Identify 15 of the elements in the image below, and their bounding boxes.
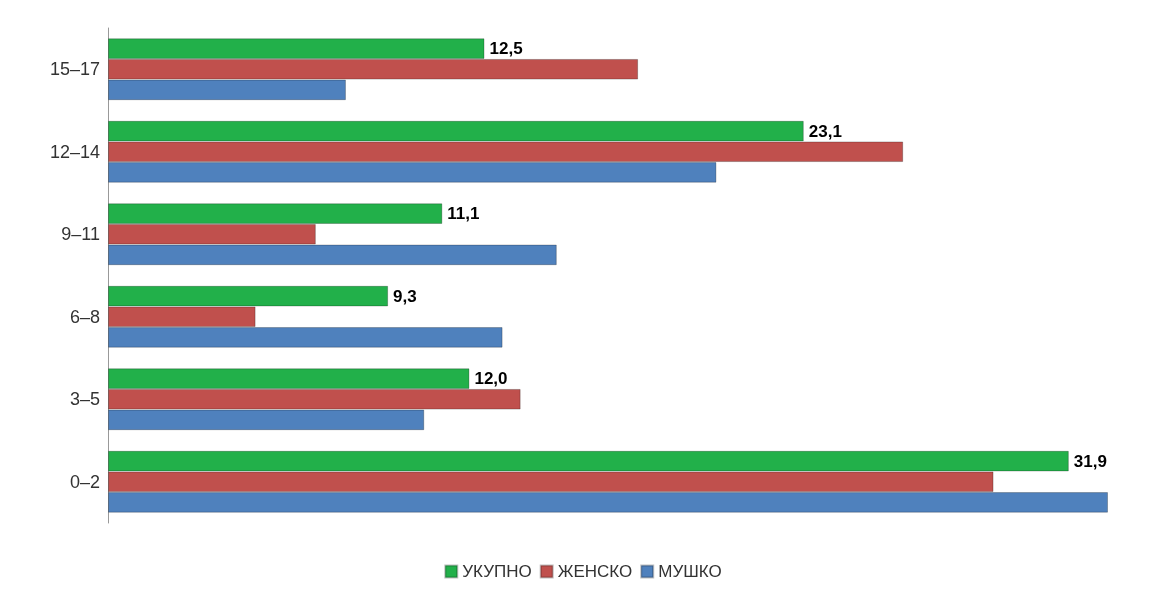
- data-label: 31,9: [1073, 451, 1107, 471]
- data-label: 12,0: [474, 369, 508, 389]
- data-label: 12,5: [489, 39, 523, 59]
- data-label: 11,1: [447, 204, 480, 224]
- y-tick-label: 12–14: [49, 141, 100, 162]
- legend-label: МУШКО: [658, 562, 722, 581]
- y-tick-label: 0–2: [69, 471, 100, 492]
- y-tick-label: 15–17: [49, 59, 100, 80]
- y-tick-label: 9–11: [61, 224, 100, 245]
- data-label: 23,1: [808, 121, 842, 141]
- data-label: 9,3: [393, 286, 417, 306]
- y-tick-label: 3–5: [69, 389, 100, 410]
- legend-label: ЖЕНСКО: [557, 562, 633, 581]
- y-tick-label: 6–8: [69, 306, 100, 327]
- legend-label: УКУПНО: [462, 562, 532, 581]
